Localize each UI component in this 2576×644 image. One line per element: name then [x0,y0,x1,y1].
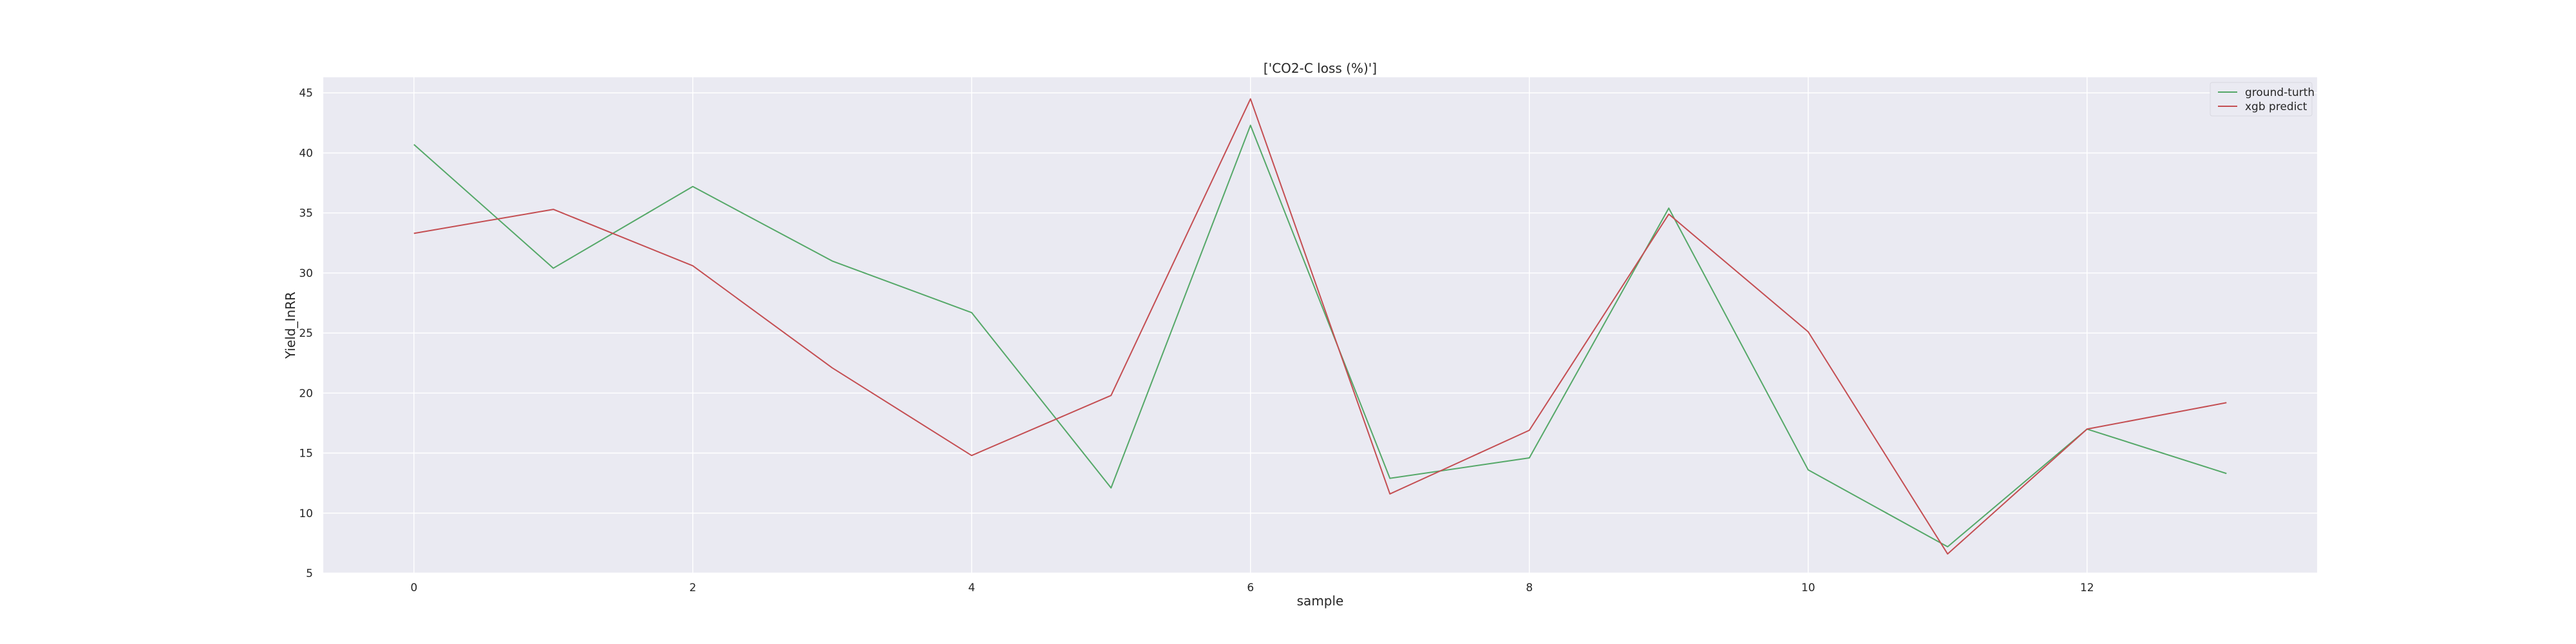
y-tick-label: 25 [299,327,313,340]
x-tick-label: 8 [1526,582,1533,594]
chart-title: ['CO2-C loss (%)'] [1264,61,1377,76]
y-tick-label: 30 [299,267,313,280]
series-line-ground-turth [413,124,2227,547]
x-tick-labels: 0 2 4 6 8 10 12 [410,582,2094,594]
legend-label-ground-turth: ground-turth [2245,86,2315,99]
legend-label-xgb-predict: xgb predict [2245,100,2307,113]
y-tick-label: 15 [299,448,313,460]
y-tick-label: 20 [299,387,313,400]
x-tick-label: 12 [2080,582,2094,594]
x-tick-label: 0 [410,582,417,594]
x-tick-label: 6 [1247,582,1254,594]
y-tick-label: 5 [306,567,313,580]
y-axis-label: Yield_InRR [283,292,298,359]
plot-area [323,77,2317,573]
series-lines [413,98,2227,555]
grid-lines [323,77,2317,574]
x-tick-label: 10 [1801,582,1815,594]
y-tick-labels: 5 10 15 20 25 30 35 40 45 [299,87,313,580]
legend: ground-turth xgb predict [2210,82,2315,117]
x-axis-label: sample [1297,593,1344,609]
y-tick-label: 45 [299,87,313,100]
y-tick-label: 35 [299,207,313,220]
y-tick-label: 10 [299,507,313,520]
legend-box [2210,82,2313,117]
y-tick-label: 40 [299,147,313,160]
x-tick-label: 2 [689,582,696,594]
series-line-xgb-predict [413,98,2227,555]
x-tick-label: 4 [968,582,975,594]
